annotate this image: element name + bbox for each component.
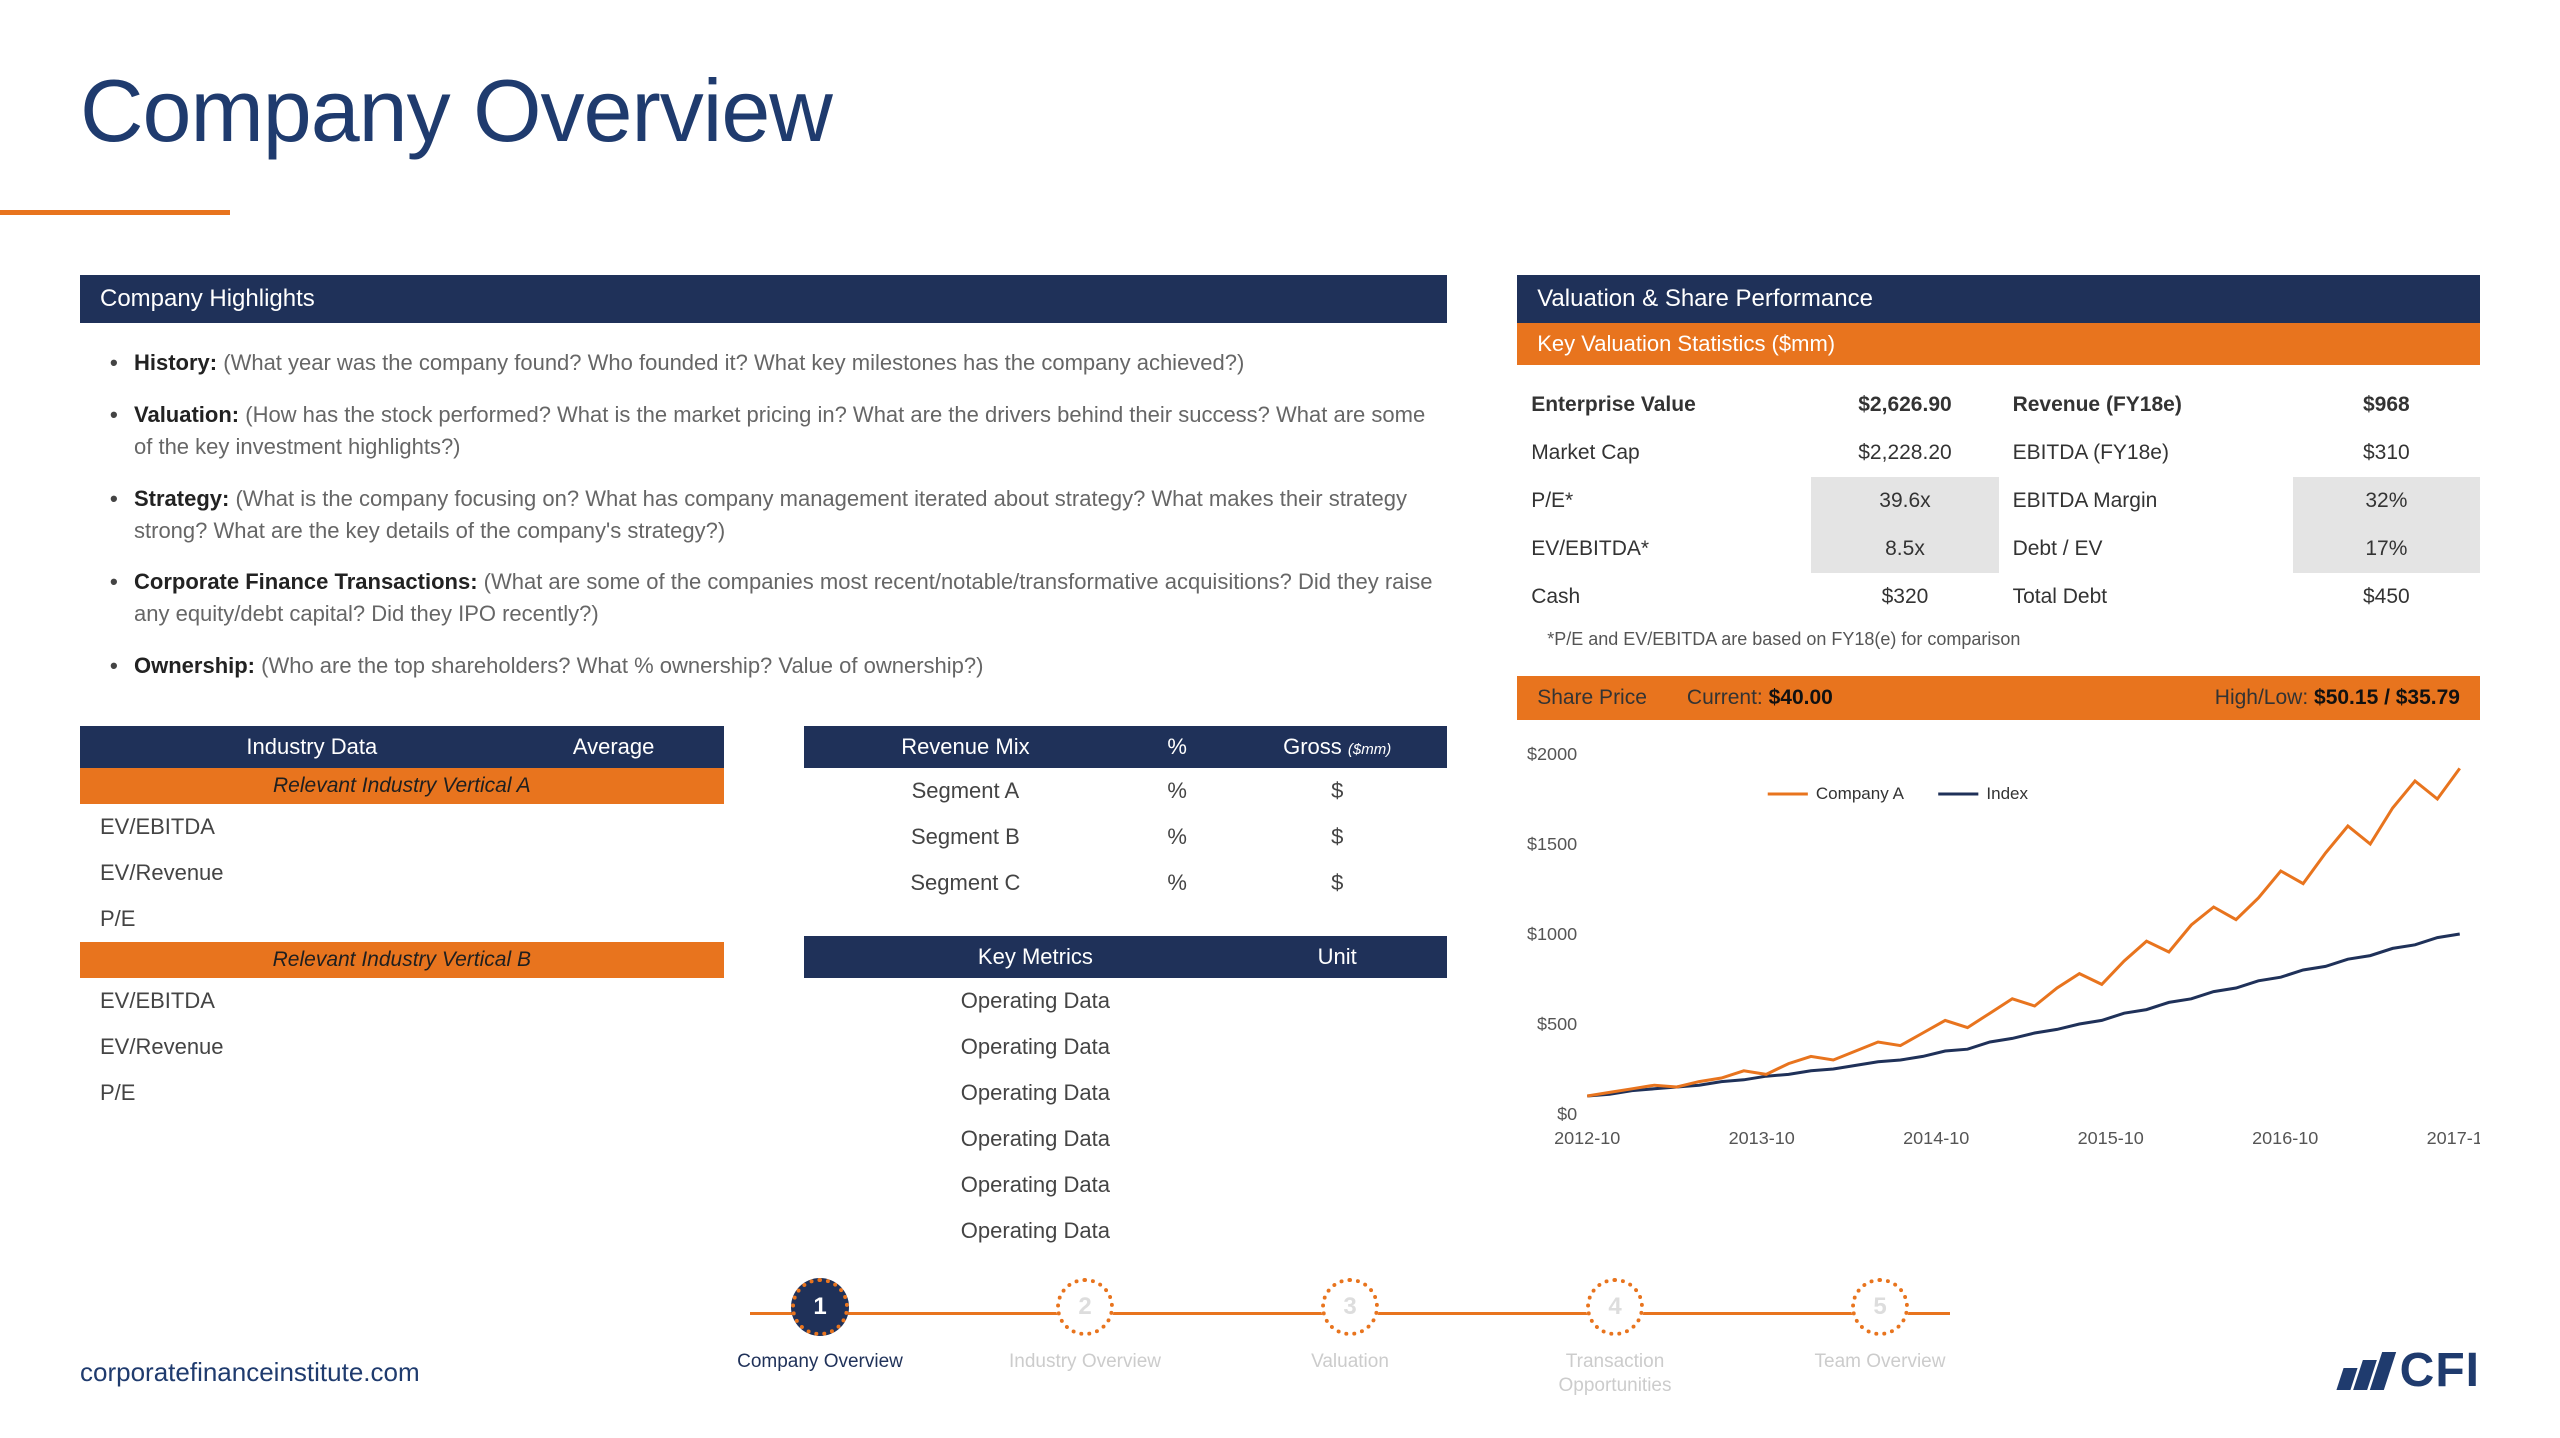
logo-bars-icon <box>2340 1352 2390 1390</box>
svg-text:$500: $500 <box>1537 1014 1577 1034</box>
svg-text:2017-10: 2017-10 <box>2427 1128 2480 1148</box>
svg-text:Index: Index <box>1987 784 2029 803</box>
stepper-step[interactable]: 3 Valuation <box>1250 1278 1450 1398</box>
industry-row: EV/Revenue <box>80 850 724 896</box>
svg-text:2016-10: 2016-10 <box>2252 1128 2318 1148</box>
svg-text:2013-10: 2013-10 <box>1729 1128 1795 1148</box>
valuation-cell: 8.5x <box>1811 525 1998 573</box>
valuation-cell: 17% <box>2293 525 2480 573</box>
valuation-subheader: Key Valuation Statistics ($mm) <box>1517 323 2480 365</box>
share-price-label: Share Price <box>1537 686 1647 710</box>
valuation-cell: EBITDA (FY18e) <box>1999 429 2293 477</box>
industry-row: EV/EBITDA <box>80 804 724 850</box>
km-th-unit: Unit <box>1247 944 1427 970</box>
share-price-band: Share Price Current: $40.00 High/Low: $5… <box>1517 676 2480 720</box>
keymetrics-row: Operating Data <box>804 1070 1448 1116</box>
vertical-a-band: Relevant Industry Vertical A <box>80 768 724 804</box>
svg-text:$1000: $1000 <box>1527 924 1577 944</box>
svg-text:$2000: $2000 <box>1527 744 1577 764</box>
stepper-nav: 1 Company Overview 2 Industry Overview 3 Valu… <box>720 1278 1980 1408</box>
valuation-cell: 39.6x <box>1811 477 1998 525</box>
valuation-cell: $968 <box>2293 381 2480 429</box>
valuation-cell: $2,228.20 <box>1811 429 1998 477</box>
stepper-step[interactable]: 4 Transaction Opportunities <box>1515 1278 1715 1398</box>
valuation-cell: $310 <box>2293 429 2480 477</box>
valuation-cell: EV/EBITDA* <box>1517 525 1811 573</box>
industry-table: Industry Data Average Relevant Industry … <box>80 726 724 1254</box>
step-label: Team Overview <box>1815 1350 1946 1374</box>
km-th: Key Metrics <box>824 944 1248 970</box>
svg-text:2015-10: 2015-10 <box>2078 1128 2144 1148</box>
svg-text:2012-10: 2012-10 <box>1554 1128 1620 1148</box>
step-circle: 4 <box>1586 1278 1644 1336</box>
svg-text:Company A: Company A <box>1816 784 1905 803</box>
step-circle: 5 <box>1851 1278 1909 1336</box>
page-title: Company Overview <box>80 60 832 162</box>
revmix-table: Revenue Mix % Gross ($mm) Segment A%$Seg… <box>804 726 1448 906</box>
valuation-footnote: *P/E and EV/EBITDA are based on FY18(e) … <box>1517 621 2480 650</box>
industry-th-label: Industry Data <box>100 734 524 760</box>
valuation-header: Valuation & Share Performance <box>1517 275 2480 323</box>
stepper-step[interactable]: 1 Company Overview <box>720 1278 920 1398</box>
revmix-row: Segment A%$ <box>804 768 1448 814</box>
stepper-step[interactable]: 5 Team Overview <box>1780 1278 1980 1398</box>
step-circle: 3 <box>1321 1278 1379 1336</box>
footer-url: corporatefinanceinstitute.com <box>80 1357 420 1388</box>
valuation-cell: Enterprise Value <box>1517 381 1811 429</box>
valuation-cell: Debt / EV <box>1999 525 2293 573</box>
valuation-cell: Total Debt <box>1999 573 2293 621</box>
step-label: Industry Overview <box>1009 1350 1161 1374</box>
revmix-th-pct: % <box>1107 734 1247 760</box>
vertical-b-band: Relevant Industry Vertical B <box>80 942 724 978</box>
valuation-cell: $2,626.90 <box>1811 381 1998 429</box>
cfi-logo: CFI <box>2340 1343 2480 1398</box>
valuation-cell: EBITDA Margin <box>1999 477 2293 525</box>
highlight-bullet: •Ownership: (Who are the top shareholder… <box>80 640 1447 692</box>
highlight-bullet: •History: (What year was the company fou… <box>80 337 1447 389</box>
step-circle: 1 <box>791 1278 849 1336</box>
valuation-cell: $450 <box>2293 573 2480 621</box>
revmix-row: Segment C%$ <box>804 860 1448 906</box>
step-label: Valuation <box>1311 1350 1389 1374</box>
keymetrics-row: Operating Data <box>804 1024 1448 1070</box>
keymetrics-row: Operating Data <box>804 1162 1448 1208</box>
highlight-bullet: •Valuation: (How has the stock performed… <box>80 389 1447 473</box>
valuation-cell: Revenue (FY18e) <box>1999 381 2293 429</box>
industry-row: EV/EBITDA <box>80 978 724 1024</box>
industry-row: P/E <box>80 896 724 942</box>
industry-row: EV/Revenue <box>80 1024 724 1070</box>
keymetrics-table: Key Metrics Unit Operating DataOperating… <box>804 936 1448 1254</box>
revmix-th-gross: Gross ($mm) <box>1247 734 1427 760</box>
stepper-step[interactable]: 2 Industry Overview <box>985 1278 1185 1398</box>
svg-text:$1500: $1500 <box>1527 834 1577 854</box>
step-label: Transaction Opportunities <box>1515 1350 1715 1398</box>
valuation-cell: P/E* <box>1517 477 1811 525</box>
keymetrics-row: Operating Data <box>804 1208 1448 1254</box>
highlight-bullet: •Corporate Finance Transactions: (What a… <box>80 556 1447 640</box>
title-accent <box>0 210 230 215</box>
keymetrics-row: Operating Data <box>804 978 1448 1024</box>
step-label: Company Overview <box>737 1350 903 1374</box>
highlight-bullet: •Strategy: (What is the company focusing… <box>80 473 1447 557</box>
valuation-cell: $320 <box>1811 573 1998 621</box>
revmix-row: Segment B%$ <box>804 814 1448 860</box>
valuation-cell: Cash <box>1517 573 1811 621</box>
industry-row: P/E <box>80 1070 724 1116</box>
industry-th-avg: Average <box>524 734 704 760</box>
svg-text:$0: $0 <box>1557 1104 1577 1124</box>
revmix-th: Revenue Mix <box>824 734 1108 760</box>
valuation-cell: Market Cap <box>1517 429 1811 477</box>
price-chart: $0 $500 $1000 $1500 $2000 2012-10 2013-10 2014-… <box>1517 734 2480 1159</box>
keymetrics-row: Operating Data <box>804 1116 1448 1162</box>
highlights-header: Company Highlights <box>80 275 1447 323</box>
valuation-cell: 32% <box>2293 477 2480 525</box>
step-circle: 2 <box>1056 1278 1114 1336</box>
svg-text:2014-10: 2014-10 <box>1903 1128 1969 1148</box>
